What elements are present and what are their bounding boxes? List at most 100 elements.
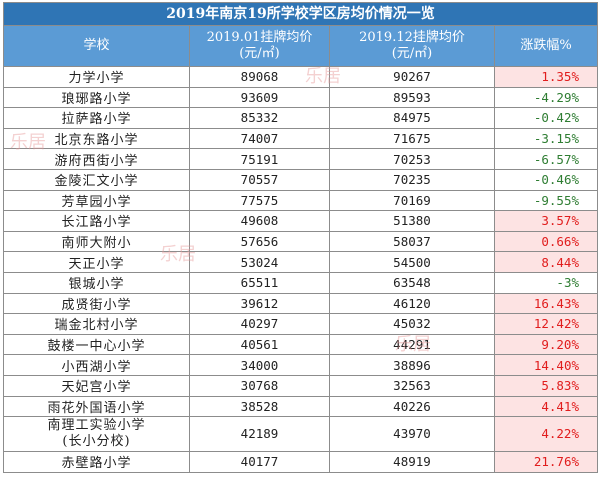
- jan-price-cell: 70557: [189, 168, 330, 191]
- table-row: 雨花外国语小学 38528 40226 4.41%: [3, 395, 598, 418]
- change-cell: -9.55%: [494, 189, 598, 212]
- table-row: 南理工实验小学 (长小分校) 42189 43970 4.22%: [3, 416, 598, 453]
- jan-price-cell: 93609: [189, 86, 330, 109]
- dec-price-cell: 40226: [329, 395, 495, 418]
- change-cell: -3.15%: [494, 127, 598, 150]
- change-cell: -6.57%: [494, 148, 598, 170]
- jan-price-cell: 77575: [189, 189, 330, 212]
- change-cell: 4.22%: [494, 416, 598, 453]
- header-change: 涨跌幅%: [494, 25, 598, 67]
- jan-price-cell: 40177: [189, 451, 330, 473]
- change-cell: 12.42%: [494, 313, 598, 335]
- jan-price-cell: 49608: [189, 210, 330, 232]
- change-cell: 5.83%: [494, 374, 598, 397]
- table-row: 成贤街小学 39612 46120 16.43%: [3, 292, 598, 315]
- jan-price-cell: 38528: [189, 395, 330, 418]
- change-cell: 3.57%: [494, 210, 598, 232]
- table-row: 芳草园小学 77575 70169 -9.55%: [3, 189, 598, 212]
- dec-price-cell: 48919: [329, 451, 495, 473]
- school-name-cell: 北京东路小学: [3, 127, 190, 150]
- table-row: 赤壁路小学 40177 48919 21.76%: [3, 451, 598, 473]
- change-cell: -3%: [494, 271, 598, 294]
- school-name-cell: 金陵汇文小学: [3, 168, 190, 191]
- table-body: 力学小学 89068 90267 1.35% 琅琊路小学 93609 89593 -4.29%…: [3, 66, 598, 473]
- dec-price-cell: 71675: [329, 127, 495, 150]
- jan-price-cell: 89068: [189, 66, 330, 88]
- price-table: 2019年南京19所学校学区房均价情况一览 学校 2019.01挂牌均价 (元/…: [3, 2, 598, 473]
- table-row: 小西湖小学 34000 38896 14.40%: [3, 354, 598, 376]
- header-jan-price: 2019.01挂牌均价 (元/㎡): [189, 25, 330, 67]
- dec-price-cell: 90267: [329, 66, 495, 88]
- table-row: 鼓楼一中心小学 40561 44291 9.20%: [3, 333, 598, 356]
- table-row: 南师大附小 57656 58037 0.66%: [3, 230, 598, 253]
- change-cell: 16.43%: [494, 292, 598, 315]
- header-dec-unit: (元/㎡): [391, 46, 433, 61]
- table-row: 长江路小学 49608 51380 3.57%: [3, 210, 598, 232]
- change-cell: 0.66%: [494, 230, 598, 253]
- jan-price-cell: 57656: [189, 230, 330, 253]
- school-name-cell: 芳草园小学: [3, 189, 190, 212]
- table-row: 银城小学 65511 63548 -3%: [3, 271, 598, 294]
- change-cell: 21.76%: [494, 451, 598, 473]
- school-name-cell: 天妃宫小学: [3, 374, 190, 397]
- dec-price-cell: 44291: [329, 333, 495, 356]
- table-row: 北京东路小学 74007 71675 -3.15%: [3, 127, 598, 150]
- table-row: 金陵汇文小学 70557 70235 -0.46%: [3, 168, 598, 191]
- dec-price-cell: 70235: [329, 168, 495, 191]
- dec-price-cell: 43970: [329, 416, 495, 453]
- school-name-cell: 瑞金北村小学: [3, 313, 190, 335]
- header-jan-unit: (元/㎡): [239, 46, 280, 61]
- jan-price-cell: 30768: [189, 374, 330, 397]
- school-name-cell: 长江路小学: [3, 210, 190, 232]
- jan-price-cell: 40561: [189, 333, 330, 356]
- table-row: 天正小学 53024 54500 8.44%: [3, 251, 598, 273]
- header-jan-label: 2019.01挂牌均价: [206, 30, 313, 45]
- change-cell: 9.20%: [494, 333, 598, 356]
- jan-price-cell: 85332: [189, 107, 330, 129]
- school-name-cell: 南理工实验小学 (长小分校): [3, 416, 190, 453]
- change-cell: -0.46%: [494, 168, 598, 191]
- change-cell: 4.41%: [494, 395, 598, 418]
- dec-price-cell: 45032: [329, 313, 495, 335]
- school-name-cell: 小西湖小学: [3, 354, 190, 376]
- change-cell: 8.44%: [494, 251, 598, 273]
- change-cell: 14.40%: [494, 354, 598, 376]
- jan-price-cell: 42189: [189, 416, 330, 453]
- school-name-cell: 赤壁路小学: [3, 451, 190, 473]
- school-name-cell: 力学小学: [3, 66, 190, 88]
- header-dec-price: 2019.12挂牌均价 (元/㎡): [329, 25, 495, 67]
- jan-price-cell: 53024: [189, 251, 330, 273]
- school-name-cell: 雨花外国语小学: [3, 395, 190, 418]
- dec-price-cell: 70169: [329, 189, 495, 212]
- dec-price-cell: 84975: [329, 107, 495, 129]
- school-name-cell: 鼓楼一中心小学: [3, 333, 190, 356]
- change-cell: 1.35%: [494, 66, 598, 88]
- dec-price-cell: 70253: [329, 148, 495, 170]
- school-name-cell: 拉萨路小学: [3, 107, 190, 129]
- table-row: 天妃宫小学 30768 32563 5.83%: [3, 374, 598, 397]
- dec-price-cell: 38896: [329, 354, 495, 376]
- dec-price-cell: 54500: [329, 251, 495, 273]
- jan-price-cell: 39612: [189, 292, 330, 315]
- header-row: 学校 2019.01挂牌均价 (元/㎡) 2019.12挂牌均价 (元/㎡) 涨…: [3, 25, 598, 67]
- school-name-cell: 成贤街小学: [3, 292, 190, 315]
- change-cell: -4.29%: [494, 86, 598, 109]
- header-dec-label: 2019.12挂牌均价: [359, 30, 465, 45]
- change-cell: -0.42%: [494, 107, 598, 129]
- dec-price-cell: 58037: [329, 230, 495, 253]
- table-title: 2019年南京19所学校学区房均价情况一览: [3, 2, 598, 25]
- table-row: 拉萨路小学 85332 84975 -0.42%: [3, 107, 598, 129]
- jan-price-cell: 34000: [189, 354, 330, 376]
- dec-price-cell: 89593: [329, 86, 495, 109]
- dec-price-cell: 32563: [329, 374, 495, 397]
- table-row: 琅琊路小学 93609 89593 -4.29%: [3, 86, 598, 109]
- header-school: 学校: [3, 25, 190, 67]
- jan-price-cell: 75191: [189, 148, 330, 170]
- school-name-cell: 天正小学: [3, 251, 190, 273]
- table-row: 力学小学 89068 90267 1.35%: [3, 66, 598, 88]
- jan-price-cell: 65511: [189, 271, 330, 294]
- school-name-cell: 游府西街小学: [3, 148, 190, 170]
- school-name-cell: 银城小学: [3, 271, 190, 294]
- school-name-cell: 南师大附小: [3, 230, 190, 253]
